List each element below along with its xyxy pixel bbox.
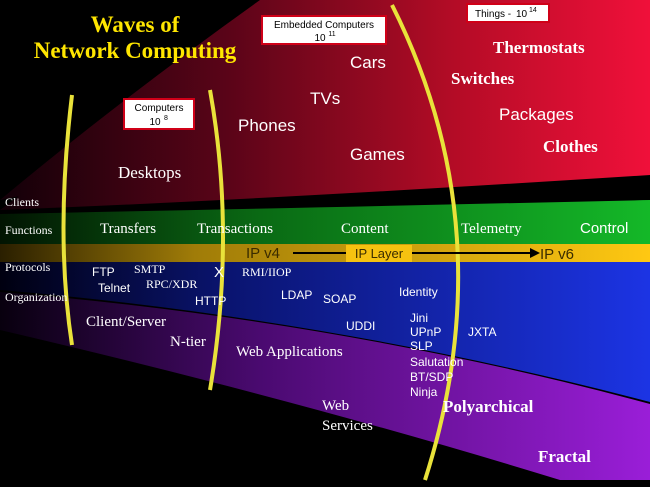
protocol-salutation: Salutation xyxy=(410,355,463,369)
embedded-label-box: Embedded Computers 10 11 xyxy=(261,15,387,45)
protocol-ftp: FTP xyxy=(92,265,115,279)
protocol-x: X xyxy=(214,264,224,281)
protocol-bt-sdp: BT/SDP xyxy=(410,370,453,384)
client-desktops: Desktops xyxy=(118,163,181,182)
band-organization xyxy=(0,292,650,480)
protocol-upnp: UPnP xyxy=(410,325,441,339)
function-transfers: Transfers xyxy=(100,221,156,237)
computers-label-box: Computers 10 8 xyxy=(123,98,195,130)
title-line-2: Network Computing xyxy=(34,38,237,63)
client-clothes: Clothes xyxy=(543,137,598,156)
protocol-ldap: LDAP xyxy=(281,288,312,302)
embedded-count-exp: 11 xyxy=(328,31,335,38)
embedded-count-base: 10 xyxy=(314,33,326,44)
ip-v4: IP v4 xyxy=(246,245,280,262)
protocol-rpc-xdr: RPC/XDR xyxy=(146,277,197,291)
protocol-http: HTTP xyxy=(195,294,226,308)
things-count-exp: 14 xyxy=(529,7,537,14)
client-tvs: TVs xyxy=(310,89,340,108)
band-functions xyxy=(0,200,650,244)
function-telemetry: Telemetry xyxy=(461,221,522,237)
protocol-uddi: UDDI xyxy=(346,319,375,333)
function-content: Content xyxy=(341,221,389,237)
protocol-jxta: JXTA xyxy=(468,325,496,339)
client-thermostats: Thermostats xyxy=(493,38,585,57)
computers-label: Computers xyxy=(135,103,184,114)
things-count-base: 10 xyxy=(516,9,528,20)
row-label-clients: Clients xyxy=(5,195,39,209)
client-cars: Cars xyxy=(350,53,386,72)
protocol-telnet: Telnet xyxy=(98,281,131,295)
org-web: Web xyxy=(322,398,349,414)
org-client-server: Client/Server xyxy=(86,314,166,330)
ip-v6: IP v6 xyxy=(540,246,574,263)
ip-layer-box xyxy=(346,245,412,262)
row-label-organization: Organization xyxy=(5,290,67,304)
ip-arrow-head xyxy=(530,248,540,258)
protocol-rmi-iiop: RMI/IIOP xyxy=(242,265,292,279)
protocol-jini: Jini xyxy=(410,311,428,325)
function-control: Control xyxy=(580,220,628,237)
row-label-functions: Functions xyxy=(5,223,53,237)
protocol-ninja: Ninja xyxy=(410,385,438,399)
things-label-box: Things - 10 14 xyxy=(466,3,550,23)
computers-count-base: 10 xyxy=(149,117,161,128)
function-transactions: Transactions xyxy=(197,221,273,237)
org-polyarchical: Polyarchical xyxy=(443,397,534,416)
protocol-soap: SOAP xyxy=(323,292,356,306)
client-phones: Phones xyxy=(238,116,296,135)
org-n-tier: N-tier xyxy=(170,334,206,350)
client-switches: Switches xyxy=(451,69,515,88)
org-fractal: Fractal xyxy=(538,447,591,466)
protocol-slp: SLP xyxy=(410,339,433,353)
band-protocols xyxy=(0,262,650,402)
wave-arc-1 xyxy=(61,94,74,346)
wave-arc-3 xyxy=(390,4,461,481)
client-packages: Packages xyxy=(499,105,574,124)
protocol-identity: Identity xyxy=(399,285,438,299)
client-games: Games xyxy=(350,145,405,164)
protocol-smtp: SMTP xyxy=(134,262,166,276)
row-label-protocols: Protocols xyxy=(5,260,51,274)
ip-layer-label: IP Layer xyxy=(355,246,404,261)
computers-count-exp: 8 xyxy=(164,115,168,122)
things-label: Things - xyxy=(475,9,511,20)
org-services: Services xyxy=(322,418,373,434)
org-web-applications: Web Applications xyxy=(236,344,343,360)
wave-arc-2 xyxy=(208,89,225,391)
title-line-1: Waves of xyxy=(91,12,180,37)
band-clients xyxy=(0,0,650,210)
embedded-label: Embedded Computers xyxy=(274,20,374,31)
